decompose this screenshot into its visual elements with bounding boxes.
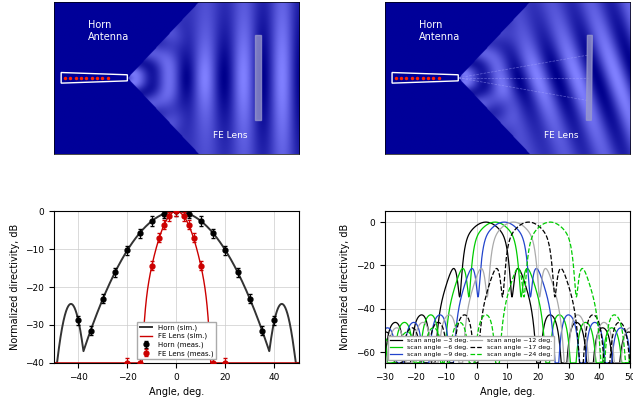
scan angle ~24 deg.: [381, 335, 389, 340]
FE Lens (sim.): [50, 360, 58, 365]
Line: scan angle ~6 deg.: scan angle ~6 deg.: [385, 222, 630, 363]
scan angle ~17 deg.: [486, 282, 493, 286]
scan angle ~17 deg.: [423, 360, 431, 365]
FE Lens (sim.): [173, 209, 180, 214]
scan angle ~24 deg.: [486, 315, 493, 320]
scan angle ~9 deg.: [501, 220, 508, 225]
X-axis label: Angle, deg.: Angle, deg.: [149, 387, 204, 397]
FE Lens (sim.): [243, 360, 251, 365]
Polygon shape: [586, 35, 592, 120]
scan angle ~24 deg.: [475, 325, 482, 330]
scan angle ~6 deg.: [409, 346, 417, 351]
FE Lens (sim.): [295, 360, 303, 365]
scan angle ~3 deg.: [482, 220, 489, 225]
scan angle ~9 deg.: [626, 350, 633, 355]
scan angle ~17 deg.: [381, 330, 389, 334]
scan angle ~9 deg.: [622, 329, 629, 334]
scan angle ~9 deg.: [475, 290, 482, 295]
scan angle ~24 deg.: [626, 360, 633, 365]
FE Lens (sim.): [63, 360, 70, 365]
Y-axis label: Normalized directivity, dB: Normalized directivity, dB: [341, 224, 351, 350]
scan angle ~12 deg.: [595, 327, 603, 332]
scan angle ~9 deg.: [423, 360, 431, 365]
scan angle ~3 deg.: [475, 222, 482, 227]
FE Lens (sim.): [288, 360, 296, 365]
scan angle ~6 deg.: [595, 360, 603, 365]
scan angle ~3 deg.: [486, 220, 493, 225]
scan angle ~9 deg.: [409, 320, 417, 325]
FE Lens (sim.): [163, 218, 170, 223]
Horn (sim.): [169, 209, 177, 214]
scan angle ~6 deg.: [381, 337, 389, 342]
Line: scan angle ~12 deg.: scan angle ~12 deg.: [385, 222, 630, 363]
scan angle ~6 deg.: [491, 220, 499, 225]
scan angle ~17 deg.: [595, 320, 603, 325]
scan angle ~6 deg.: [475, 231, 482, 235]
scan angle ~6 deg.: [626, 352, 633, 356]
scan angle ~24 deg.: [409, 337, 417, 342]
scan angle ~24 deg.: [546, 220, 554, 225]
Line: FE Lens (sim.): FE Lens (sim.): [54, 211, 299, 363]
scan angle ~12 deg.: [622, 332, 629, 336]
Horn (sim.): [173, 209, 180, 214]
scan angle ~12 deg.: [381, 360, 389, 365]
Line: scan angle ~24 deg.: scan angle ~24 deg.: [385, 222, 630, 363]
scan angle ~17 deg.: [622, 328, 629, 333]
scan angle ~12 deg.: [423, 324, 431, 329]
scan angle ~6 deg.: [486, 221, 493, 226]
Line: scan angle ~9 deg.: scan angle ~9 deg.: [385, 222, 630, 363]
scan angle ~9 deg.: [381, 327, 389, 332]
Y-axis label: Normalized directivity, dB: Normalized directivity, dB: [9, 224, 20, 350]
scan angle ~3 deg.: [423, 322, 431, 327]
Legend: scan angle ~3 deg., scan angle ~6 deg., scan angle ~9 deg., scan angle ~12 deg.,: scan angle ~3 deg., scan angle ~6 deg., …: [388, 336, 555, 360]
scan angle ~12 deg.: [510, 220, 517, 225]
Text: FE Lens: FE Lens: [544, 132, 579, 140]
Horn (sim.): [163, 211, 170, 215]
scan angle ~9 deg.: [393, 360, 401, 365]
Horn (sim.): [50, 360, 58, 365]
scan angle ~12 deg.: [486, 273, 493, 277]
scan angle ~17 deg.: [525, 220, 532, 225]
scan angle ~3 deg.: [381, 360, 389, 365]
scan angle ~17 deg.: [391, 360, 399, 365]
FE Lens (sim.): [288, 360, 296, 365]
X-axis label: Angle, deg.: Angle, deg.: [480, 387, 535, 397]
Horn (sim.): [288, 332, 296, 337]
Polygon shape: [255, 35, 261, 120]
scan angle ~24 deg.: [388, 360, 396, 365]
scan angle ~6 deg.: [622, 360, 629, 365]
scan angle ~6 deg.: [384, 360, 391, 365]
FE Lens (sim.): [169, 210, 177, 215]
Text: Antenna: Antenna: [419, 32, 460, 43]
scan angle ~17 deg.: [626, 360, 633, 365]
scan angle ~6 deg.: [423, 315, 431, 320]
Horn (sim.): [243, 290, 251, 294]
Text: Horn: Horn: [88, 20, 111, 30]
scan angle ~24 deg.: [423, 334, 431, 339]
scan angle ~3 deg.: [622, 332, 629, 337]
scan angle ~3 deg.: [626, 330, 633, 334]
Line: scan angle ~3 deg.: scan angle ~3 deg.: [385, 222, 630, 363]
scan angle ~9 deg.: [595, 323, 603, 328]
Legend: Horn (sim.), FE Lens (sim.), Horn (meas.), FE Lens (meas.): Horn (sim.), FE Lens (sim.), Horn (meas.…: [137, 322, 216, 359]
scan angle ~3 deg.: [409, 336, 417, 341]
Horn (sim.): [288, 333, 296, 338]
scan angle ~12 deg.: [409, 358, 417, 363]
Text: FE Lens: FE Lens: [213, 132, 248, 140]
scan angle ~17 deg.: [475, 348, 482, 352]
scan angle ~12 deg.: [475, 269, 482, 274]
scan angle ~12 deg.: [626, 326, 633, 330]
Line: Horn (sim.): Horn (sim.): [54, 211, 299, 363]
scan angle ~9 deg.: [486, 229, 493, 233]
Text: Horn: Horn: [419, 20, 442, 30]
scan angle ~3 deg.: [595, 329, 603, 334]
Horn (sim.): [295, 360, 303, 365]
scan angle ~24 deg.: [595, 331, 603, 336]
Horn (sim.): [63, 308, 70, 313]
scan angle ~24 deg.: [622, 356, 629, 361]
Text: Antenna: Antenna: [88, 32, 129, 43]
scan angle ~17 deg.: [409, 326, 417, 330]
Line: scan angle ~17 deg.: scan angle ~17 deg.: [385, 222, 630, 363]
